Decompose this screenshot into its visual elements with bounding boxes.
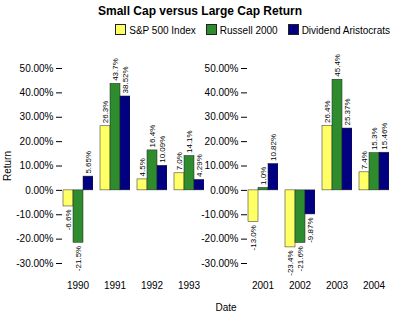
svg-text:30.00%: 30.00% bbox=[205, 111, 239, 122]
svg-text:-10.00%: -10.00% bbox=[201, 209, 238, 220]
svg-text:0.00%: 0.00% bbox=[25, 185, 53, 196]
svg-text:-21.6%: -21.6% bbox=[296, 246, 305, 271]
svg-text:2004: 2004 bbox=[363, 280, 386, 291]
svg-text:Return: Return bbox=[2, 151, 13, 181]
svg-text:30.00%: 30.00% bbox=[20, 111, 54, 122]
svg-text:20.00%: 20.00% bbox=[205, 136, 239, 147]
svg-text:-30.00%: -30.00% bbox=[201, 258, 238, 269]
html-text:S&P 500 Index: S&P 500 Index bbox=[129, 25, 196, 36]
svg-text:-30.00%: -30.00% bbox=[16, 258, 53, 269]
svg-text:26.3%: 26.3% bbox=[101, 101, 110, 124]
svg-text:14.1%: 14.1% bbox=[185, 130, 194, 153]
svg-text:1.0%: 1.0% bbox=[259, 167, 268, 185]
svg-text:-20.00%: -20.00% bbox=[201, 233, 238, 244]
svg-text:2002: 2002 bbox=[289, 280, 312, 291]
html-text:Russell 2000: Russell 2000 bbox=[219, 25, 278, 36]
svg-text:1991: 1991 bbox=[104, 280, 127, 291]
svg-text:10.82%: 10.82% bbox=[269, 134, 278, 161]
svg-text:-9.87%: -9.87% bbox=[306, 217, 315, 242]
svg-text:16.4%: 16.4% bbox=[148, 125, 157, 148]
svg-text:1990: 1990 bbox=[67, 280, 90, 291]
svg-text:7.0%: 7.0% bbox=[175, 152, 184, 170]
svg-text:15.46%: 15.46% bbox=[380, 123, 389, 150]
svg-text:5.65%: 5.65% bbox=[84, 151, 93, 174]
svg-text:10.00%: 10.00% bbox=[20, 160, 54, 171]
svg-text:0.00%: 0.00% bbox=[210, 185, 238, 196]
svg-text:1992: 1992 bbox=[141, 280, 164, 291]
svg-text:26.4%: 26.4% bbox=[323, 100, 332, 123]
svg-text:-13.0%: -13.0% bbox=[249, 225, 258, 250]
svg-text:40.00%: 40.00% bbox=[205, 87, 239, 98]
svg-text:45.4%: 45.4% bbox=[333, 54, 342, 77]
svg-text:7.4%: 7.4% bbox=[360, 151, 369, 169]
svg-text:10.00%: 10.00% bbox=[205, 160, 239, 171]
svg-text:-20.00%: -20.00% bbox=[16, 233, 53, 244]
svg-text:-6.6%: -6.6% bbox=[64, 209, 73, 230]
svg-text:-23.4%: -23.4% bbox=[286, 250, 295, 275]
svg-text:2001: 2001 bbox=[252, 280, 275, 291]
svg-text:2003: 2003 bbox=[326, 280, 349, 291]
svg-text:50.00%: 50.00% bbox=[205, 63, 239, 74]
svg-text:25.37%: 25.37% bbox=[343, 98, 352, 125]
html-text:Dividend Aristocrats: Dividend Aristocrats bbox=[301, 25, 390, 36]
svg-text:-10.00%: -10.00% bbox=[16, 209, 53, 220]
svg-text:4.5%: 4.5% bbox=[138, 158, 147, 176]
svg-text:-21.5%: -21.5% bbox=[74, 246, 83, 271]
svg-text:38.52%: 38.52% bbox=[121, 66, 130, 93]
svg-text:Date: Date bbox=[215, 302, 237, 313]
svg-text:1993: 1993 bbox=[178, 280, 201, 291]
svg-text:50.00%: 50.00% bbox=[20, 63, 54, 74]
svg-text:10.09%: 10.09% bbox=[158, 136, 167, 163]
svg-text:43.7%: 43.7% bbox=[111, 58, 120, 81]
svg-text:40.00%: 40.00% bbox=[20, 87, 54, 98]
svg-text:4.29%: 4.29% bbox=[195, 154, 204, 177]
svg-text:20.00%: 20.00% bbox=[20, 136, 54, 147]
html-text:Small Cap versus Large Cap Ret: Small Cap versus Large Cap Return bbox=[98, 4, 302, 18]
svg-text:15.3%: 15.3% bbox=[370, 127, 379, 150]
